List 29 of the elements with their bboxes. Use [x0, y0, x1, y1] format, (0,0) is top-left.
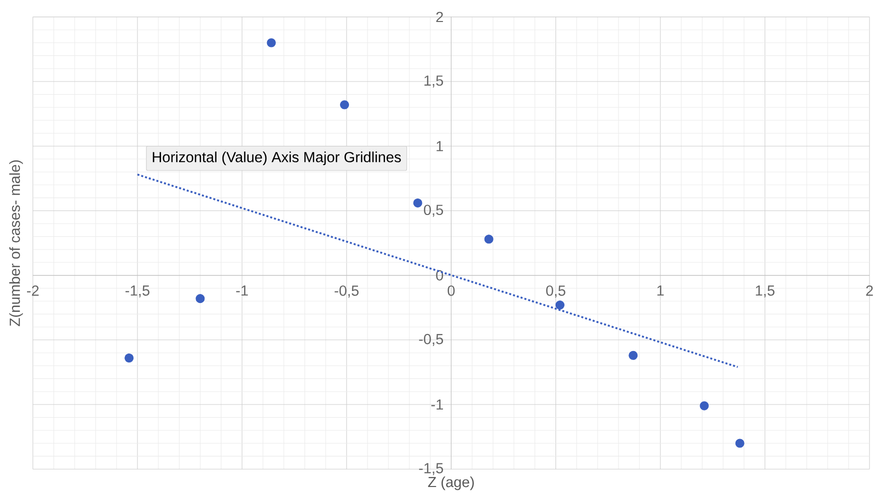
x-tick-label: -1,5	[126, 286, 150, 298]
point	[555, 300, 564, 310]
y-axis-title: Z(number of cases- male)	[9, 160, 23, 326]
point	[628, 350, 638, 360]
annotation: Horizontal (Value) Axis Major Gridlines	[152, 152, 401, 166]
point	[340, 100, 350, 110]
x-tick-label: -2	[27, 286, 39, 296]
point	[196, 294, 205, 304]
x-tick-label: 2	[866, 286, 873, 296]
y-tick-label: -1,5	[419, 463, 444, 476]
x-axis-title: Z (age)	[428, 476, 474, 490]
point	[735, 438, 744, 448]
y-tick-label: 2	[436, 12, 443, 22]
x-tick-label: 1,5	[756, 286, 774, 298]
y-tick-label: -1	[431, 400, 443, 410]
x-tick-label: -0,5	[334, 286, 359, 298]
point	[484, 234, 494, 244]
point	[266, 38, 276, 48]
y-tick-label: 0,5	[424, 204, 444, 217]
point	[124, 353, 134, 363]
y-tick-label: 1	[436, 141, 443, 152]
x-tick-label: 0,5	[546, 286, 566, 298]
point	[700, 401, 709, 410]
point	[413, 198, 422, 208]
x-tick-label: -1	[236, 286, 248, 296]
x-tick-label: 1	[657, 286, 664, 296]
y-tick-label: -0,5	[419, 334, 444, 346]
y-tick-label: 1,5	[424, 76, 444, 88]
x-tick-label: 0	[448, 286, 455, 296]
